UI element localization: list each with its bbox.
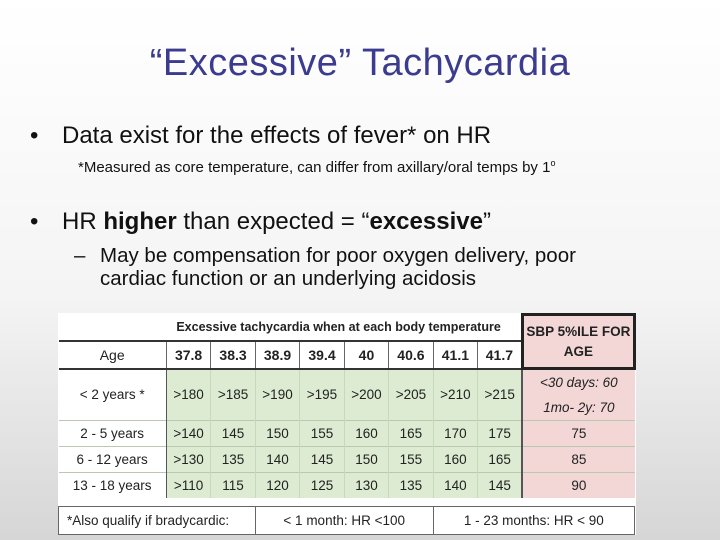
hr-cell: 145 [477,472,523,498]
hr-cell: 160 [432,446,478,473]
sbp-cell: 1mo- 2y: 70 [521,395,635,421]
bullet-dot: • [30,122,39,149]
table-title: Excessive tachycardia when at each body … [166,314,523,341]
age-cell: 6 - 12 years [58,446,167,473]
hr-cell: >130 [165,446,211,473]
sbp-cell: 85 [521,446,635,473]
bradycardia-rule-newborn: < 1 month: HR <100 [254,506,434,535]
age-header: Age [58,339,167,370]
hr-cell: 165 [388,420,434,447]
hr-cell: >185 [210,368,256,421]
bullet-text-part: HR [62,208,104,235]
bullet-bold-excessive: excessive [369,208,483,235]
bullet-bold-higher: higher [103,208,177,235]
bullet-excessive: • HR higher than expected = “excessive” [30,208,491,236]
hr-cell: 115 [210,472,256,498]
hr-cell: >180 [165,368,211,421]
sbp-cell: <30 days: 60 [521,368,635,395]
hr-cell: 150 [254,420,300,447]
sbp-cell: 75 [521,420,635,447]
hr-cell: 150 [343,446,389,473]
hr-cell: 160 [343,420,389,447]
table-corner [59,315,167,341]
sub-bullet-compensation: – May be compensation for poor oxygen del… [74,244,576,290]
hr-cell: >205 [388,368,434,421]
bullet-text-part: ” [482,208,491,235]
table-row: 6 - 12 years >130 135 140 145 150 155 16… [58,446,635,473]
hr-cell: 170 [432,420,478,447]
hr-cell: 135 [210,446,256,473]
bradycardia-rule-infant: 1 - 23 months: HR < 90 [432,506,636,535]
hr-cell: >215 [477,368,523,421]
footer-row: *Also qualify if bradycardic: < 1 month:… [58,506,636,535]
hr-cell: >190 [254,368,300,421]
hr-cell: >210 [432,368,478,421]
temp-header: 37.8 [165,339,211,370]
hr-cell: >200 [343,368,389,421]
hr-cell: 130 [343,472,389,498]
hr-cell: 175 [477,420,523,447]
temp-header: 41.7 [477,339,523,370]
temp-header: 38.3 [210,339,256,370]
table-spacer [59,498,635,507]
table-row: 2 - 5 years >140 145 150 155 160 165 170… [58,420,635,447]
hr-cell: 120 [254,472,300,498]
tachycardia-table: Excessive tachycardia when at each body … [58,313,637,535]
bullet-fever-data: • Data exist for the effects of fever* on… [30,122,491,150]
hr-cell: 165 [477,446,523,473]
table-row: 1mo- 2y: 70 [59,395,635,421]
footnote-text: *Measured as core temperature, can diffe… [78,159,551,176]
sub-bullet-line: May be compensation for poor oxygen deli… [100,244,576,267]
hr-cell: 155 [299,420,345,447]
temp-header: 39.4 [299,339,345,370]
hr-cell: 135 [388,472,434,498]
hr-cell: 145 [210,420,256,447]
table-row: < 2 years * >180 >185 >190 >195 >200 >20… [58,368,635,421]
hr-cell: 140 [254,446,300,473]
bullet-text: Data exist for the effects of fever* on … [62,122,492,149]
sbp-header: SBP 5%ILE FOR AGE [520,313,637,370]
bullet-text-part: than expected = “ [176,208,370,235]
age-cell: 13 - 18 years [58,472,167,498]
table-row: 13 - 18 years >110 115 120 125 130 135 1… [58,472,635,498]
footnote-core-temp: *Measured as core temperature, can diffe… [78,158,555,176]
degree-mark: o [550,158,556,168]
sbp-cell: 90 [521,472,635,498]
hr-cell: >110 [165,472,211,498]
sub-bullet-line: cardiac function or an underlying acidos… [100,267,477,290]
temp-header: 41.1 [432,339,478,370]
hr-cell: 125 [299,472,345,498]
slide-title: “Excessive” Tachycardia [149,42,571,84]
bradycardia-note: *Also qualify if bradycardic: [58,506,256,535]
dash-marker: – [74,244,86,267]
hr-cell: 140 [432,472,478,498]
hr-cell: >195 [299,368,345,421]
temp-header: 40.6 [388,339,434,370]
temp-header: 40 [343,339,389,370]
temp-header: 38.9 [254,339,300,370]
age-cell: 2 - 5 years [58,420,167,447]
hr-cell: 145 [299,446,345,473]
age-cell: < 2 years * [58,368,167,421]
bullet-dot: • [30,208,39,235]
hr-cell: >140 [165,420,211,447]
hr-cell: 155 [388,446,434,473]
